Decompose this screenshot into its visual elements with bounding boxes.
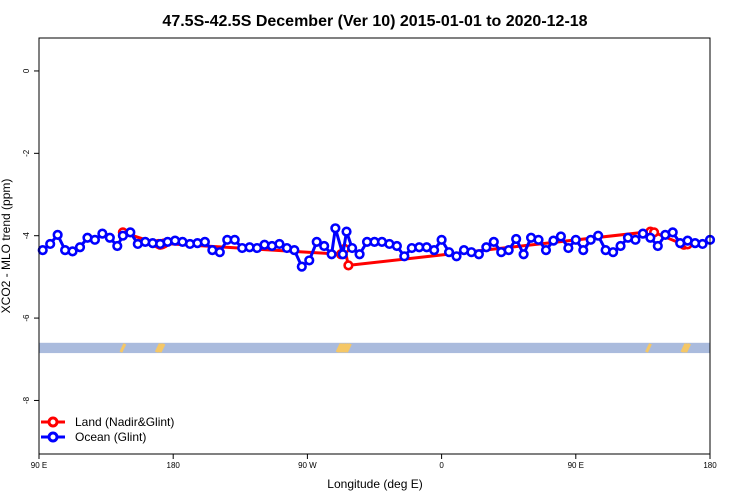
band-mark: [682, 343, 690, 353]
ocean-data-point: [74, 242, 86, 253]
ocean-data-point: [667, 227, 678, 238]
ocean-data-point: [540, 245, 552, 256]
band-mark: [684, 343, 691, 353]
legend-land-label: Land (Nadir&Glint): [75, 415, 174, 429]
ocean-data-point: [570, 234, 581, 245]
x-tick-label: 90 E: [31, 461, 47, 470]
band-mark: [343, 343, 350, 353]
ocean-data-point: [481, 242, 492, 253]
ocean-data-point: [518, 249, 529, 260]
ocean-data-point: [289, 245, 300, 256]
x-tick-label: 180: [703, 461, 717, 470]
chart-title: 47.5S-42.5S December (Ver 10) 2015-01-01…: [162, 13, 587, 30]
ocean-data-point: [391, 240, 402, 252]
ocean-data-point: [585, 234, 596, 245]
ocean-data-point: [548, 235, 559, 246]
band-mark: [345, 343, 352, 353]
legend: Land (Nadir&Glint) Ocean (Glint): [41, 415, 174, 444]
ocean-data-point: [52, 229, 63, 240]
ocean-data-point: [214, 247, 225, 258]
y-tick-label: 0: [22, 68, 31, 73]
ocean-data-point: [97, 228, 108, 239]
band-mark: [154, 343, 162, 353]
ticks-layer: 90 E 180 90 W 0 90 E 180 0 -2 -4 -6 -8: [22, 68, 717, 470]
ocean-data-point: [274, 238, 285, 250]
plot-layer: [37, 223, 716, 272]
x-tick-label: 90 E: [568, 461, 584, 470]
ocean-data-point: [125, 227, 136, 238]
ocean-data-point: [319, 240, 330, 252]
ocean-data-point: [503, 245, 514, 256]
ocean-data-point: [311, 236, 322, 247]
band-mark: [335, 343, 343, 353]
ocean-data-point: [326, 249, 337, 260]
band-mark: [156, 343, 164, 353]
band-mark: [341, 343, 349, 353]
y-tick-label: -6: [22, 314, 31, 322]
y-axis-title: XCO2 - MLO trend (ppm): [0, 179, 13, 314]
band-mark: [158, 343, 166, 353]
ocean-data-point: [330, 223, 341, 234]
band-mark: [680, 343, 688, 353]
ocean-data-point: [436, 234, 447, 245]
ocean-data-point: [199, 236, 210, 247]
y-tick-label: -8: [22, 396, 31, 404]
ocean-data-point: [37, 245, 48, 256]
ocean-data-point: [615, 240, 626, 252]
ocean-data-point: [563, 242, 574, 254]
legend-ocean-label: Ocean (Glint): [75, 430, 146, 444]
band-mark: [645, 343, 652, 353]
ocean-data-point: [578, 245, 589, 256]
y-tick-label: -2: [22, 149, 31, 157]
ocean-data-point: [637, 228, 649, 239]
band-mark: [339, 343, 347, 353]
ocean-data-point: [104, 232, 115, 243]
ocean-data-point: [399, 251, 410, 262]
land-data-point: [343, 260, 354, 271]
ocean-data-point: [593, 230, 604, 241]
ocean-data-point: [229, 234, 240, 245]
ocean-data-point: [45, 238, 56, 250]
ocean-data-point: [112, 240, 123, 252]
ocean-data-point: [341, 226, 352, 237]
x-tick-label: 180: [167, 461, 181, 470]
ocean-data-point: [354, 249, 365, 260]
ocean-data-point: [451, 251, 462, 262]
ocean-data-point: [652, 240, 663, 252]
coverage-band: [39, 342, 710, 354]
ocean-data-point: [443, 247, 455, 258]
ocean-data-point: [89, 234, 101, 245]
ocean-data-point: [304, 255, 315, 266]
x-tick-label: 90 W: [298, 461, 317, 470]
x-axis-title: Longitude (deg E): [327, 477, 422, 491]
ocean-data-point: [511, 233, 522, 245]
x-tick-label: 0: [439, 461, 444, 470]
ocean-data-point: [473, 249, 484, 260]
band-mark: [119, 343, 127, 353]
ocean-data-point: [347, 242, 358, 254]
ocean-data-point: [630, 234, 641, 245]
legend-land-marker: [47, 416, 59, 428]
y-tick-label: -4: [22, 232, 31, 240]
ocean-data-point: [555, 231, 566, 242]
ocean-data-point: [429, 245, 440, 256]
ocean-data-point: [296, 261, 307, 272]
legend-ocean-marker: [47, 431, 59, 443]
ocean-data-point: [607, 247, 619, 258]
band-layer: [39, 342, 710, 354]
ocean-data-point: [67, 246, 78, 257]
ocean-data-point: [697, 238, 708, 250]
ocean-data-point: [645, 232, 656, 243]
ocean-data-point: [488, 236, 499, 247]
plot-frame: [38, 37, 711, 455]
band-mark: [337, 343, 345, 353]
ocean-data-point: [533, 234, 544, 245]
ocean-data-point: [337, 249, 348, 260]
